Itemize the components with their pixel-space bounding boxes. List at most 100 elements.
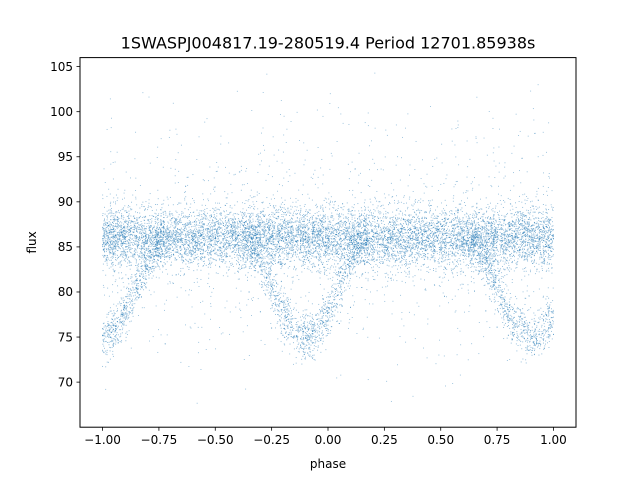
scatter-point (221, 255, 223, 257)
scatter-point (353, 224, 355, 226)
scatter-point (324, 216, 326, 218)
scatter-point (336, 248, 338, 250)
scatter-point (224, 243, 226, 245)
scatter-point (288, 251, 290, 253)
scatter-point (351, 210, 353, 211)
scatter-point (331, 232, 333, 234)
scatter-point (412, 231, 414, 232)
scatter-point (384, 216, 386, 218)
scatter-point (249, 257, 251, 259)
scatter-point (174, 257, 176, 259)
scatter-point (114, 270, 116, 272)
scatter-point (495, 259, 497, 261)
scatter-point (326, 261, 327, 263)
scatter-point (111, 223, 113, 225)
scatter-point (273, 241, 274, 243)
scatter-point (281, 238, 283, 240)
scatter-point (414, 248, 416, 250)
scatter-point (476, 231, 478, 233)
scatter-point (380, 256, 382, 258)
scatter-point (552, 254, 554, 256)
scatter-point (544, 219, 546, 221)
scatter-point (242, 267, 244, 269)
scatter-point (538, 212, 539, 214)
scatter-point (123, 238, 125, 240)
scatter-point (264, 231, 266, 233)
scatter-point (404, 240, 406, 242)
scatter-point (325, 247, 327, 249)
scatter-point (215, 234, 217, 236)
scatter-point (370, 225, 372, 227)
scatter-point (545, 204, 547, 206)
scatter-point (482, 213, 484, 215)
scatter-point (358, 233, 360, 235)
scatter-point (285, 222, 286, 224)
scatter-point (408, 221, 409, 223)
scatter-point (504, 249, 506, 251)
scatter-point (425, 256, 427, 258)
scatter-point (132, 231, 134, 233)
scatter-point (410, 237, 412, 239)
scatter-point (368, 245, 370, 247)
scatter-point (303, 216, 305, 218)
scatter-point (384, 272, 386, 274)
scatter-point (259, 227, 261, 229)
scatter-point (184, 249, 186, 251)
scatter-point (229, 245, 231, 247)
scatter-point (293, 222, 295, 224)
scatter-point (514, 225, 516, 227)
scatter-point (412, 234, 414, 236)
scatter-point (206, 212, 208, 214)
scatter-point (287, 208, 289, 210)
scatter-point (380, 212, 382, 214)
scatter-point (446, 235, 448, 236)
scatter-point (510, 245, 512, 247)
scatter-point (280, 223, 282, 225)
scatter-point (261, 256, 263, 258)
scatter-point (151, 210, 153, 212)
scatter-point (177, 239, 179, 241)
scatter-point (332, 206, 334, 208)
scatter-point (445, 241, 447, 243)
scatter-point (382, 242, 384, 244)
scatter-point (166, 233, 168, 235)
scatter-point (297, 229, 299, 231)
scatter-point (377, 241, 379, 243)
scatter-point (522, 244, 523, 245)
scatter-point (106, 259, 108, 261)
scatter-point (105, 259, 107, 261)
scatter-point (158, 237, 160, 239)
scatter-point (408, 236, 410, 237)
scatter-point (420, 226, 422, 228)
scatter-point (404, 219, 406, 220)
scatter-point (202, 235, 204, 237)
scatter-point (505, 262, 507, 264)
scatter-point (487, 216, 489, 218)
scatter-point (349, 227, 351, 229)
scatter-point (238, 258, 240, 260)
scatter-point (536, 221, 538, 223)
scatter-point (368, 252, 370, 254)
scatter-point (252, 243, 254, 245)
scatter-point (242, 243, 244, 245)
scatter-point (551, 206, 553, 208)
scatter-point (386, 226, 388, 228)
scatter-point (517, 258, 519, 260)
scatter-point (437, 216, 439, 218)
scatter-point (466, 224, 468, 225)
scatter-point (209, 263, 210, 265)
scatter-point (536, 251, 538, 253)
scatter-point (209, 260, 211, 262)
scatter-point (172, 282, 174, 284)
scatter-point (460, 244, 462, 246)
scatter-point (152, 238, 154, 240)
scatter-point (552, 208, 553, 210)
scatter-point (161, 223, 163, 225)
scatter-point (108, 237, 110, 239)
scatter-point (266, 250, 268, 252)
scatter-point (521, 245, 523, 246)
scatter-point (176, 248, 178, 250)
scatter-point (226, 216, 228, 218)
scatter-point (471, 259, 473, 261)
scatter-point (355, 244, 357, 245)
